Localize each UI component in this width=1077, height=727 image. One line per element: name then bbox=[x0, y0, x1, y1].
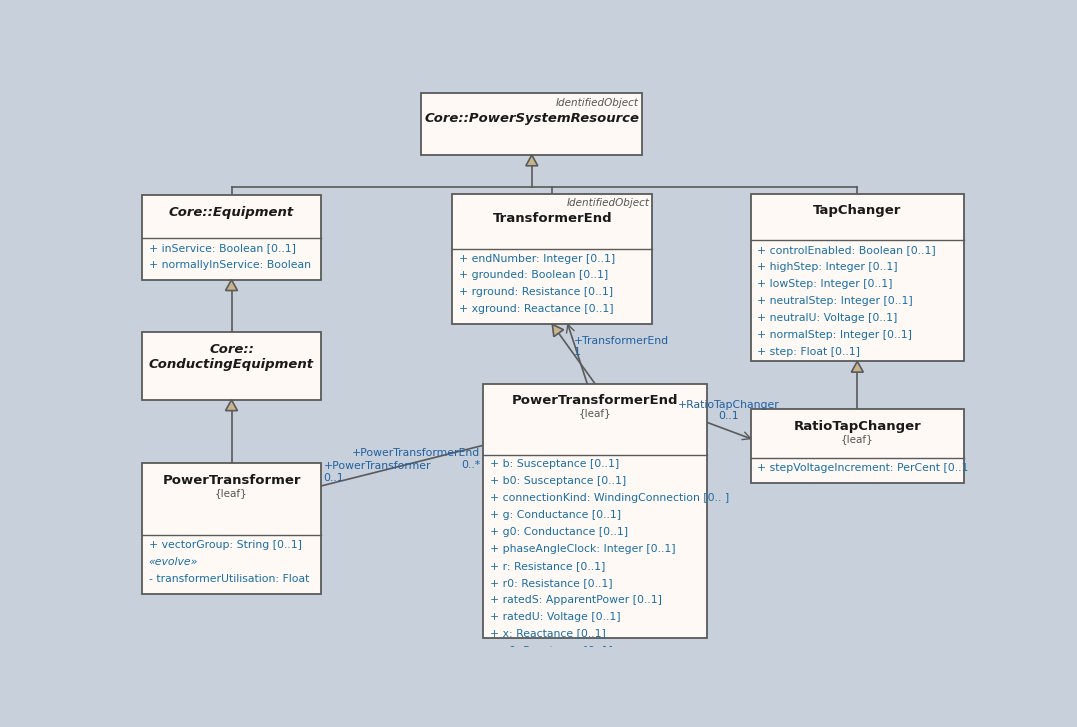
Bar bbox=[751, 193, 964, 361]
Polygon shape bbox=[225, 400, 237, 411]
Text: + grounded: Boolean [0..1]: + grounded: Boolean [0..1] bbox=[459, 270, 607, 281]
Text: +PowerTransformerEnd
0..*: +PowerTransformerEnd 0..* bbox=[352, 449, 480, 470]
Text: + endNumber: Integer [0..1]: + endNumber: Integer [0..1] bbox=[459, 254, 615, 264]
Bar bbox=[421, 93, 642, 155]
Text: + stepVoltageIncrement: PerCent [0..1]: + stepVoltageIncrement: PerCent [0..1] bbox=[757, 463, 973, 473]
Text: PowerTransformerEnd: PowerTransformerEnd bbox=[512, 395, 679, 407]
Text: + xground: Reactance [0..1]: + xground: Reactance [0..1] bbox=[459, 305, 613, 314]
Polygon shape bbox=[851, 361, 864, 372]
Text: + x0: Reactance [0..1]: + x0: Reactance [0..1] bbox=[490, 646, 613, 656]
Text: + phaseAngleClock: Integer [0..1]: + phaseAngleClock: Integer [0..1] bbox=[490, 544, 675, 554]
Text: + neutralStep: Integer [0..1]: + neutralStep: Integer [0..1] bbox=[757, 296, 912, 306]
Text: + g0: Conductance [0..1]: + g0: Conductance [0..1] bbox=[490, 527, 628, 537]
Text: + connectionKind: WindingConnection [0.. ]: + connectionKind: WindingConnection [0..… bbox=[490, 493, 729, 503]
Text: + rground: Resistance [0..1]: + rground: Resistance [0..1] bbox=[459, 287, 613, 297]
Text: + controlEnabled: Boolean [0..1]: + controlEnabled: Boolean [0..1] bbox=[757, 245, 936, 255]
Text: TransformerEnd: TransformerEnd bbox=[492, 212, 612, 225]
Text: + step: Float [0..1]: + step: Float [0..1] bbox=[757, 347, 859, 357]
Bar bbox=[142, 332, 321, 400]
Text: + normallyInService: Boolean: + normallyInService: Boolean bbox=[149, 260, 310, 270]
Text: + highStep: Integer [0..1]: + highStep: Integer [0..1] bbox=[757, 262, 897, 272]
Text: + normalStep: Integer [0..1]: + normalStep: Integer [0..1] bbox=[757, 330, 912, 340]
Polygon shape bbox=[553, 324, 563, 337]
Bar bbox=[484, 384, 707, 638]
Text: {leaf}: {leaf} bbox=[578, 409, 612, 418]
Text: + lowStep: Integer [0..1]: + lowStep: Integer [0..1] bbox=[757, 279, 893, 289]
Text: + vectorGroup: String [0..1]: + vectorGroup: String [0..1] bbox=[149, 540, 302, 550]
Text: +RatioTapChanger
0..1: +RatioTapChanger 0..1 bbox=[677, 400, 780, 421]
Bar bbox=[142, 195, 321, 280]
Text: {leaf}: {leaf} bbox=[215, 488, 248, 498]
Text: + neutralU: Voltage [0..1]: + neutralU: Voltage [0..1] bbox=[757, 313, 897, 323]
Text: + ratedU: Voltage [0..1]: + ratedU: Voltage [0..1] bbox=[490, 611, 620, 622]
Bar bbox=[751, 409, 964, 483]
Text: + x: Reactance [0..1]: + x: Reactance [0..1] bbox=[490, 629, 605, 638]
Polygon shape bbox=[526, 155, 537, 166]
Text: {leaf}: {leaf} bbox=[841, 434, 873, 443]
Text: Core::PowerSystemResource: Core::PowerSystemResource bbox=[424, 112, 640, 125]
Text: TapChanger: TapChanger bbox=[813, 204, 901, 217]
Text: Core::
ConductingEquipment: Core:: ConductingEquipment bbox=[149, 343, 314, 371]
Text: RatioTapChanger: RatioTapChanger bbox=[794, 420, 921, 433]
Polygon shape bbox=[225, 280, 237, 291]
Text: + r: Resistance [0..1]: + r: Resistance [0..1] bbox=[490, 561, 605, 571]
Text: PowerTransformer: PowerTransformer bbox=[163, 474, 300, 487]
Text: + g: Conductance [0..1]: + g: Conductance [0..1] bbox=[490, 510, 620, 520]
Text: + ratedS: ApparentPower [0..1]: + ratedS: ApparentPower [0..1] bbox=[490, 595, 661, 605]
Text: Core::Equipment: Core::Equipment bbox=[169, 206, 294, 219]
Text: + b0: Susceptance [0..1]: + b0: Susceptance [0..1] bbox=[490, 476, 626, 486]
Text: + b: Susceptance [0..1]: + b: Susceptance [0..1] bbox=[490, 459, 619, 469]
Text: «evolve»: «evolve» bbox=[149, 557, 198, 567]
Text: +TransformerEnd
1: +TransformerEnd 1 bbox=[574, 336, 669, 357]
Bar bbox=[142, 463, 321, 594]
Bar bbox=[452, 193, 653, 324]
Text: + inService: Boolean [0..1]: + inService: Boolean [0..1] bbox=[149, 243, 295, 253]
Text: + r0: Resistance [0..1]: + r0: Resistance [0..1] bbox=[490, 578, 612, 587]
Text: IdentifiedObject: IdentifiedObject bbox=[567, 198, 649, 208]
Text: IdentifiedObject: IdentifiedObject bbox=[556, 98, 639, 108]
Text: +PowerTransformer
0..1: +PowerTransformer 0..1 bbox=[324, 462, 431, 483]
Text: - transformerUtilisation: Float: - transformerUtilisation: Float bbox=[149, 574, 309, 584]
